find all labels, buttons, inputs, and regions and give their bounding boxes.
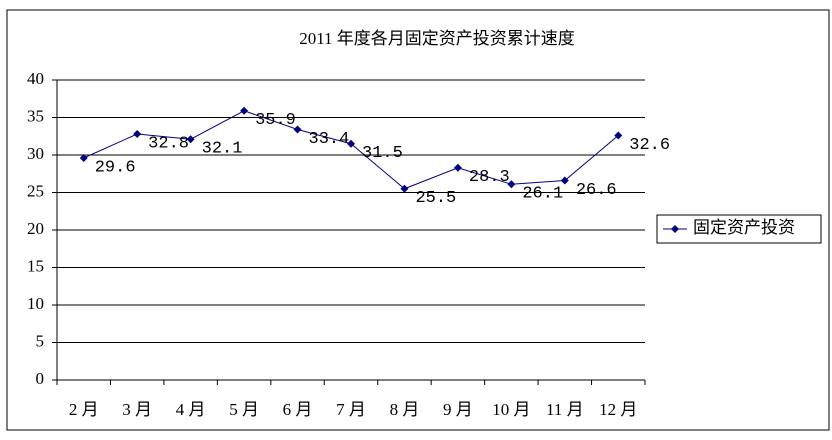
x-tick-label: 9 月 <box>443 400 473 419</box>
data-label: 25.5 <box>415 189 456 208</box>
y-tick-label: 30 <box>27 144 44 163</box>
x-tick-label: 10 月 <box>492 400 530 419</box>
y-tick-label: 40 <box>27 69 44 88</box>
x-tick-label: 7 月 <box>336 400 366 419</box>
data-point <box>560 176 569 185</box>
y-tick-label: 10 <box>27 294 44 313</box>
data-point <box>507 180 516 189</box>
x-tick-label: 8 月 <box>390 400 420 419</box>
data-point <box>400 184 409 193</box>
x-tick-label: 4 月 <box>176 400 206 419</box>
x-tick-label: 6 月 <box>283 400 313 419</box>
data-point <box>240 106 249 115</box>
y-tick-label: 15 <box>27 256 44 275</box>
legend-marker <box>671 225 679 233</box>
data-point <box>614 131 623 140</box>
y-tick-label: 35 <box>27 106 44 125</box>
x-tick-label: 3 月 <box>122 400 152 419</box>
data-label: 32.8 <box>148 134 189 153</box>
legend-label: 固定资产投资 <box>693 218 795 237</box>
y-tick-label: 0 <box>36 369 45 388</box>
data-label: 28.3 <box>469 168 510 187</box>
data-label: 32.1 <box>202 140 243 159</box>
x-tick-label: 2 月 <box>69 400 99 419</box>
x-tick-label: 11 月 <box>546 400 584 419</box>
chart-title: 2011 年度各月固定资产投资累计速度 <box>299 29 575 48</box>
y-tick-label: 5 <box>36 331 45 350</box>
data-point <box>186 135 195 144</box>
data-label: 29.6 <box>95 158 136 177</box>
data-point <box>293 125 302 134</box>
y-tick-label: 25 <box>27 181 44 200</box>
data-label: 26.6 <box>576 181 617 200</box>
data-point <box>453 163 462 172</box>
data-label: 35.9 <box>255 111 296 130</box>
data-point <box>133 130 142 138</box>
x-tick-label: 12 月 <box>599 400 637 419</box>
data-label: 31.5 <box>362 144 403 163</box>
y-tick-label: 20 <box>27 219 44 238</box>
data-point <box>347 139 355 148</box>
data-label: 33.4 <box>309 130 350 149</box>
data-label: 32.6 <box>629 136 670 155</box>
data-point <box>79 154 88 162</box>
data-label: 26.1 <box>522 185 563 204</box>
x-tick-label: 5 月 <box>229 400 259 419</box>
